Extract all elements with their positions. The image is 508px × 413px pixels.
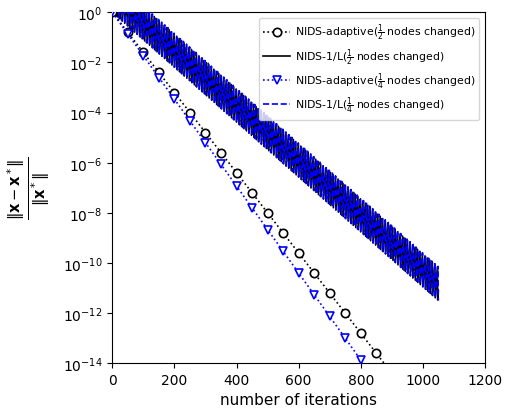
- NIDS-1/L($\frac{1}{2}$ nodes changed): [435, 289, 441, 294]
- NIDS-adaptive($\frac{1}{4}$ nodes changed): [191, 125, 197, 130]
- NIDS-adaptive($\frac{1}{2}$ nodes changed): [139, 50, 145, 55]
- NIDS-1/L($\frac{1}{4}$ nodes changed): [279, 138, 285, 143]
- NIDS-adaptive($\frac{1}{2}$ nodes changed): [109, 11, 115, 16]
- NIDS-1/L($\frac{1}{2}$ nodes changed): [109, 11, 115, 16]
- Legend: NIDS-adaptive($\frac{1}{2}$ nodes changed), NIDS-1/L($\frac{1}{2}$ nodes changed: NIDS-adaptive($\frac{1}{2}$ nodes change…: [259, 19, 480, 121]
- NIDS-adaptive($\frac{1}{4}$ nodes changed): [278, 247, 284, 252]
- Line: NIDS-adaptive($\frac{1}{4}$ nodes changed): NIDS-adaptive($\frac{1}{4}$ nodes change…: [108, 9, 442, 413]
- Line: NIDS-1/L($\frac{1}{2}$ nodes changed): NIDS-1/L($\frac{1}{2}$ nodes changed): [112, 0, 438, 300]
- NIDS-1/L($\frac{1}{4}$ nodes changed): [140, 8, 146, 13]
- NIDS-1/L($\frac{1}{4}$ nodes changed): [191, 68, 197, 73]
- NIDS-1/L($\frac{1}{2}$ nodes changed): [183, 43, 189, 48]
- NIDS-1/L($\frac{1}{4}$ nodes changed): [183, 43, 189, 47]
- NIDS-1/L($\frac{1}{4}$ nodes changed): [275, 142, 281, 147]
- NIDS-adaptive($\frac{1}{2}$ nodes changed): [409, 397, 415, 402]
- NIDS-1/L($\frac{1}{2}$ nodes changed): [279, 151, 285, 156]
- NIDS-adaptive($\frac{1}{2}$ nodes changed): [278, 229, 284, 234]
- NIDS-adaptive($\frac{1}{2}$ nodes changed): [183, 106, 189, 111]
- NIDS-adaptive($\frac{1}{2}$ nodes changed): [191, 116, 197, 121]
- NIDS-1/L($\frac{1}{4}$ nodes changed): [409, 249, 416, 254]
- NIDS-1/L($\frac{1}{2}$ nodes changed): [435, 298, 441, 303]
- NIDS-1/L($\frac{1}{2}$ nodes changed): [140, 28, 146, 33]
- X-axis label: number of iterations: number of iterations: [220, 392, 377, 408]
- NIDS-adaptive($\frac{1}{4}$ nodes changed): [275, 242, 281, 247]
- NIDS-1/L($\frac{1}{2}$ nodes changed): [409, 243, 416, 248]
- NIDS-adaptive($\frac{1}{4}$ nodes changed): [139, 53, 145, 58]
- Y-axis label: $\frac{\|\mathbf{x} - \mathbf{x}^*\|}{\|\mathbf{x}^*\|}$: $\frac{\|\mathbf{x} - \mathbf{x}^*\|}{\|…: [6, 157, 52, 220]
- NIDS-adaptive($\frac{1}{4}$ nodes changed): [183, 114, 189, 119]
- Line: NIDS-adaptive($\frac{1}{2}$ nodes changed): NIDS-adaptive($\frac{1}{2}$ nodes change…: [108, 9, 442, 413]
- NIDS-1/L($\frac{1}{4}$ nodes changed): [109, 11, 115, 16]
- NIDS-adaptive($\frac{1}{4}$ nodes changed): [109, 11, 115, 16]
- Line: NIDS-1/L($\frac{1}{4}$ nodes changed): NIDS-1/L($\frac{1}{4}$ nodes changed): [112, 0, 438, 301]
- NIDS-1/L($\frac{1}{2}$ nodes changed): [275, 129, 281, 134]
- NIDS-1/L($\frac{1}{4}$ nodes changed): [435, 298, 441, 303]
- NIDS-adaptive($\frac{1}{2}$ nodes changed): [275, 224, 281, 229]
- NIDS-1/L($\frac{1}{2}$ nodes changed): [191, 83, 197, 88]
